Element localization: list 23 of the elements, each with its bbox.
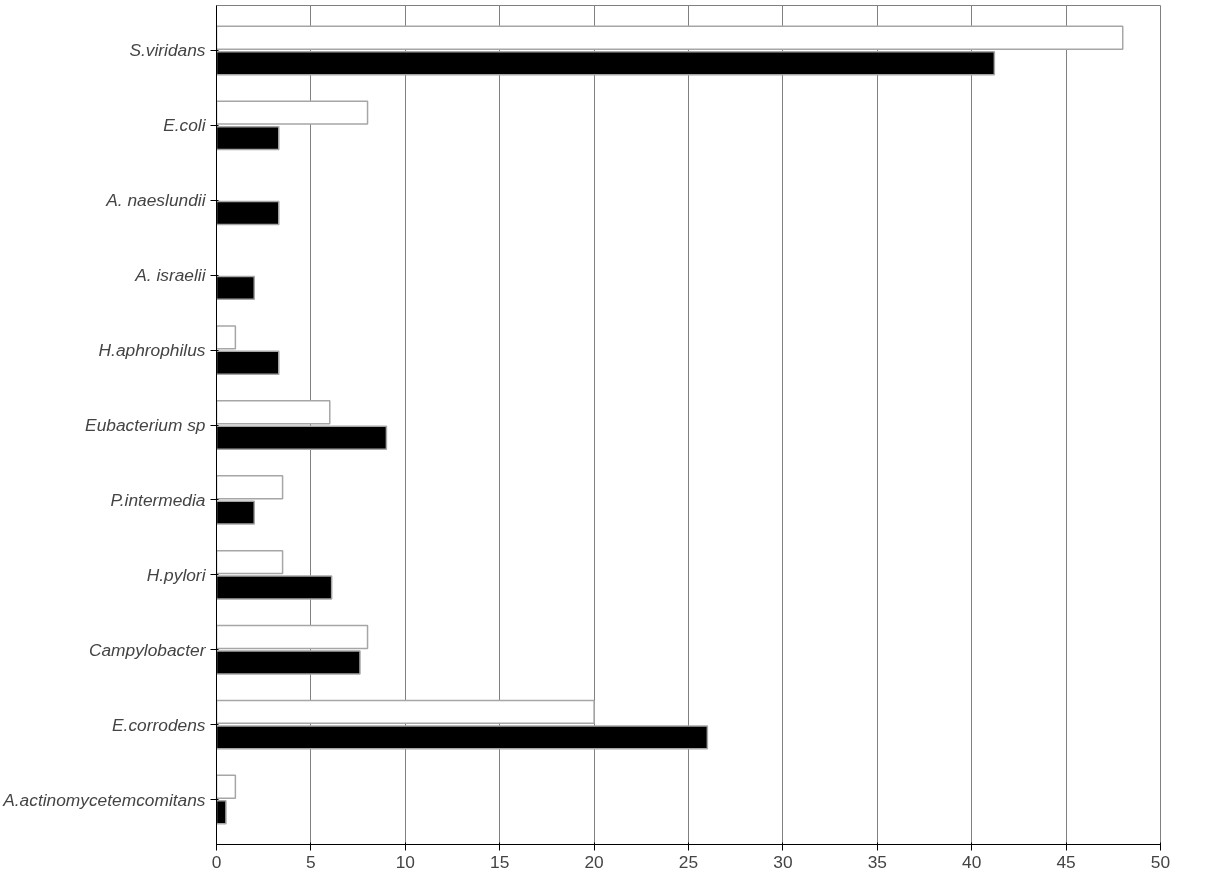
y-tick-label: S.viridans xyxy=(129,40,206,61)
x-tick-label: 40 xyxy=(962,851,982,872)
x-tick-label: 10 xyxy=(395,851,415,872)
bar xyxy=(216,400,331,425)
x-tick-label: 45 xyxy=(1056,851,1076,872)
x-tick-label: 30 xyxy=(773,851,793,872)
y-tick-label: Campylobacter xyxy=(88,639,207,660)
x-tick-label: 50 xyxy=(1150,851,1171,872)
y-tick-label: A. israelii xyxy=(134,265,207,286)
x-tick-label: 35 xyxy=(867,851,887,872)
x-tick-label: 0 xyxy=(211,851,222,872)
y-tick-label: E.coli xyxy=(163,115,207,136)
y-tick-label: A. naeslundii xyxy=(105,190,207,211)
y-tick-label: A.actinomycetemcomitans xyxy=(2,789,206,810)
y-tick-label: E.corrodens xyxy=(112,714,206,735)
x-tick-label: 5 xyxy=(306,851,316,872)
y-tick-label: H.pylori xyxy=(146,564,207,585)
x-tick-label: 15 xyxy=(490,851,510,872)
x-tick-label: 25 xyxy=(678,851,699,872)
y-tick-label: Eubacterium sp xyxy=(85,415,206,435)
x-tick-label: 20 xyxy=(584,851,604,872)
y-tick-label: H.aphrophilus xyxy=(98,340,206,361)
y-tick-label: P.intermedia xyxy=(110,489,206,510)
